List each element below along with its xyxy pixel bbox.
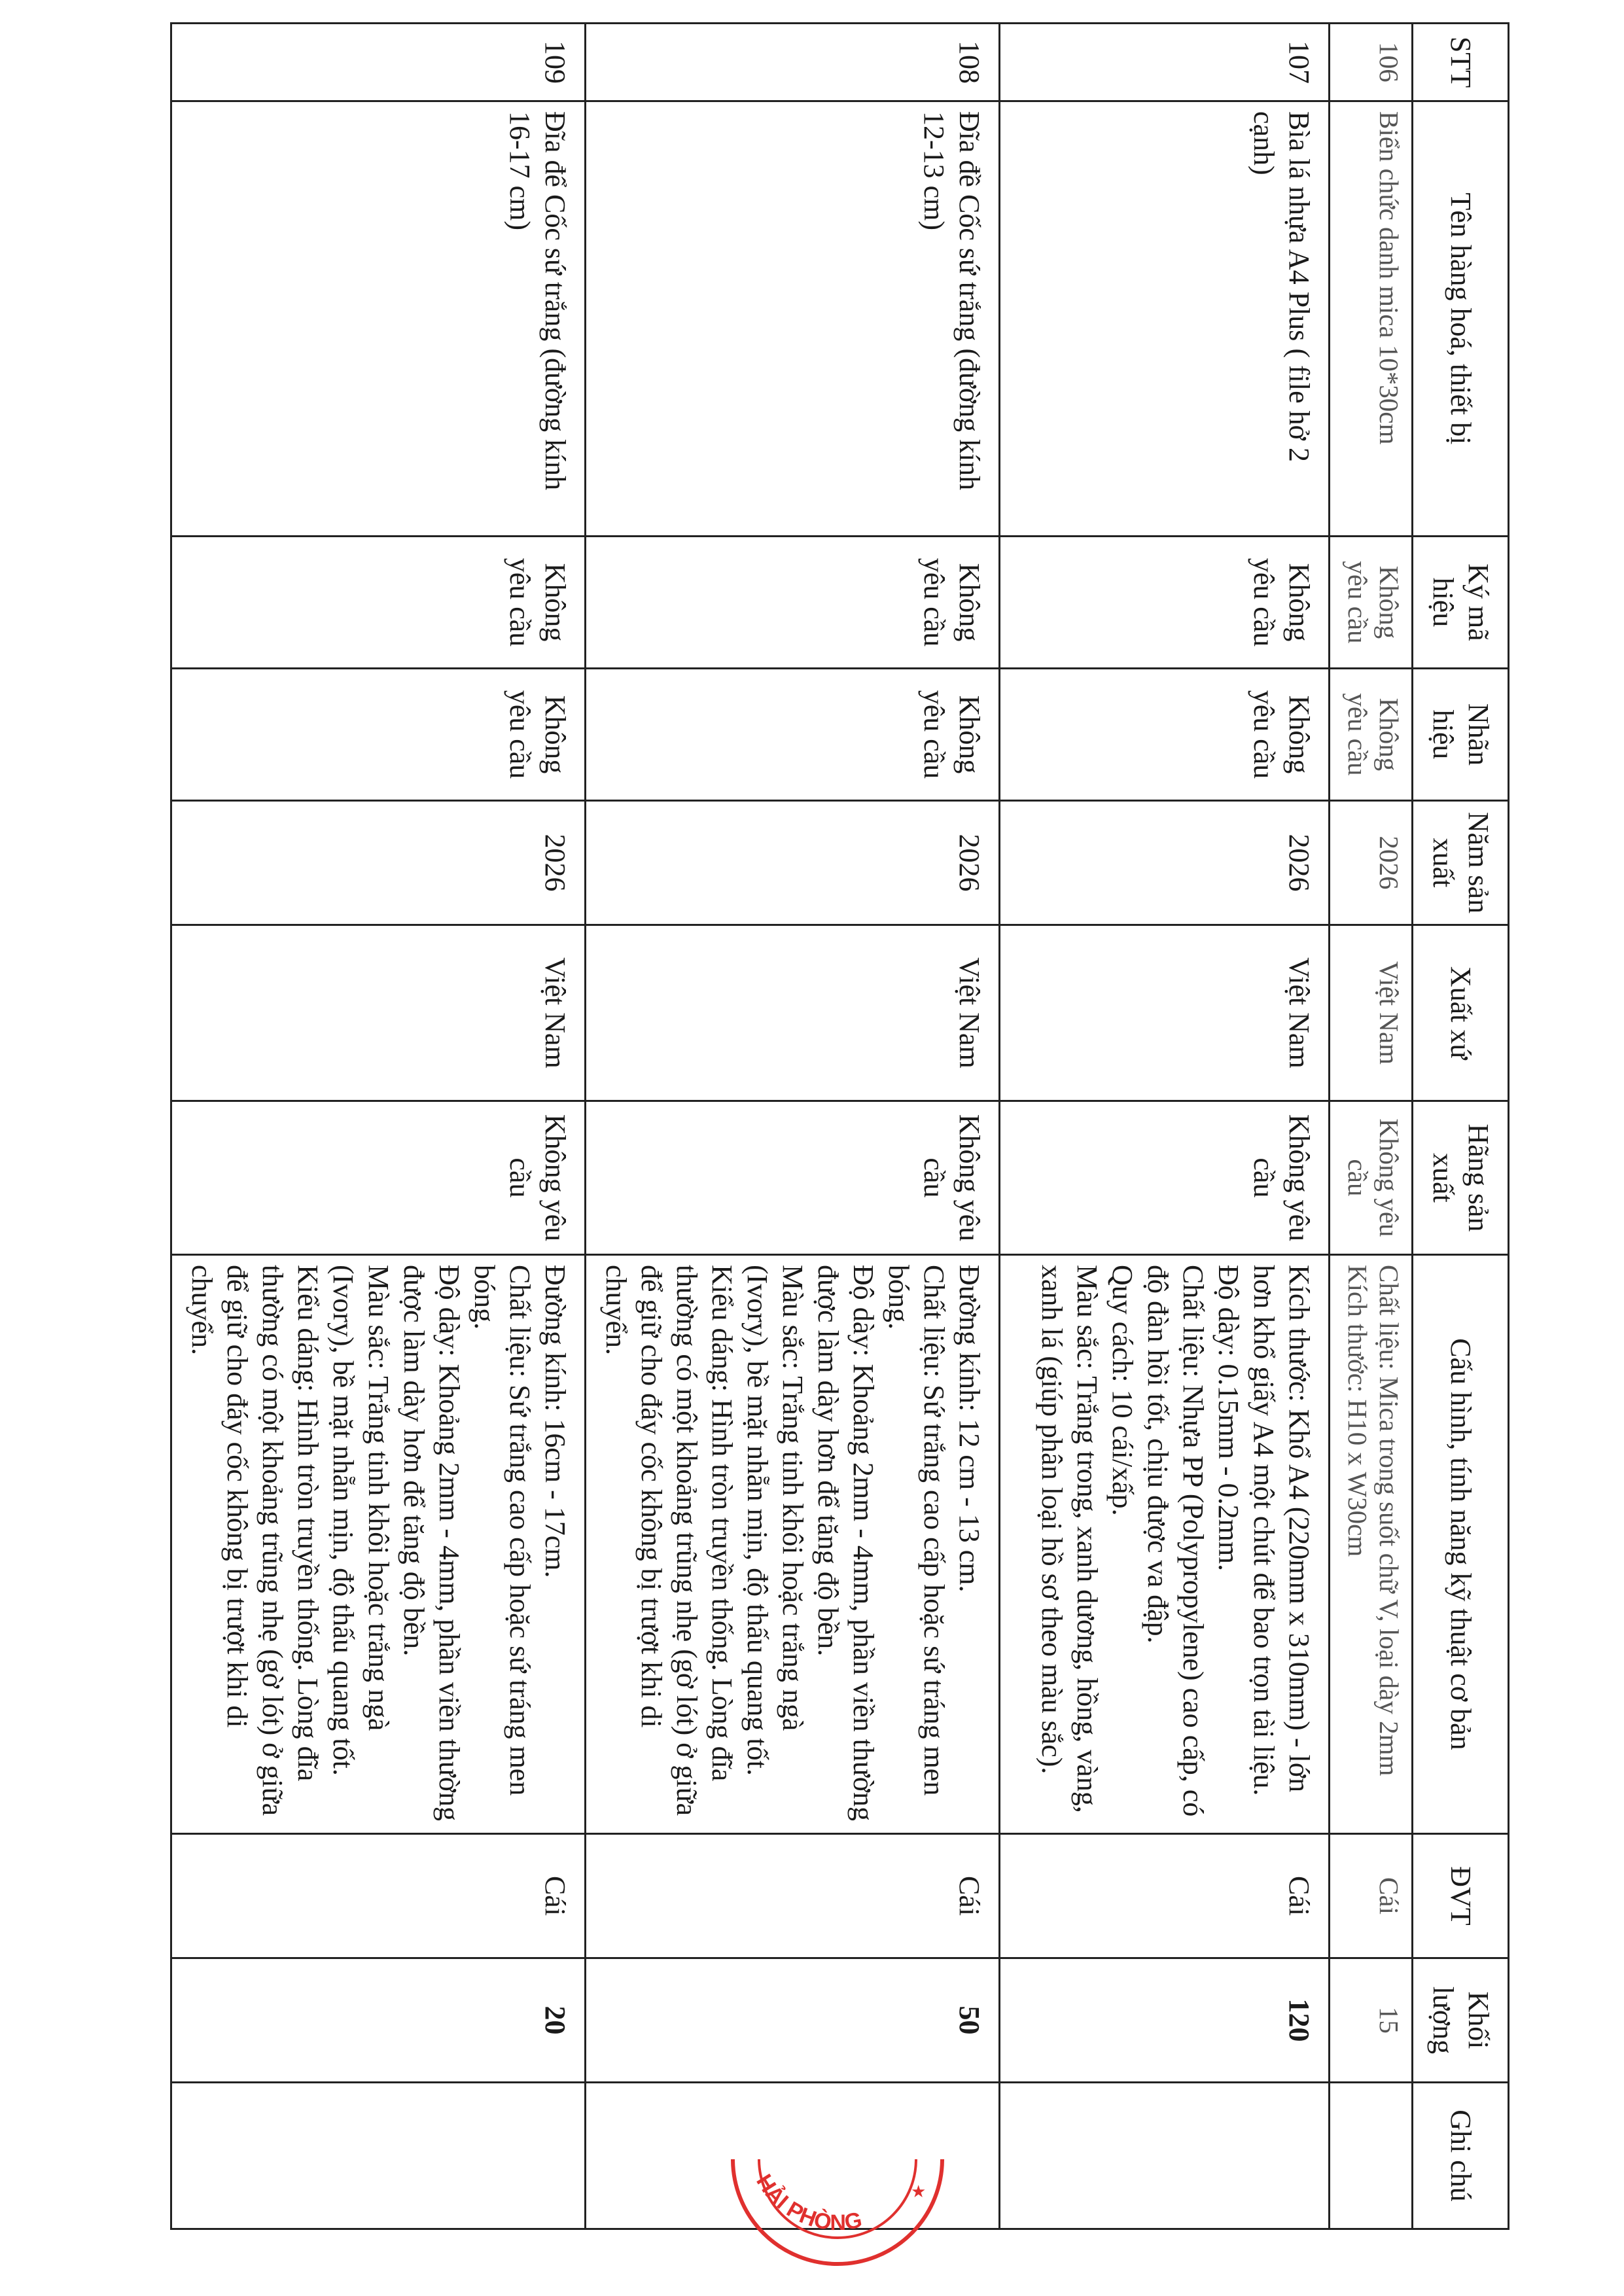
goods-table: STT Tên hàng hoá, thiết bị Ký mã hiệu Nh… [170,22,1509,2230]
table-row: 106 Biển chức danh mica 10*30cm Không yê… [1329,23,1413,2229]
cell-year: 2026 [585,800,1000,925]
header-maker: Hãng sản xuất [1412,1101,1509,1255]
cell-stt: 107 [999,23,1330,101]
cell-qty: 120 [999,1958,1330,2083]
cell-qty: 50 [585,1958,1000,2083]
cell-model: Không yêu cầu [999,536,1330,669]
cell-origin: Việt Nam [999,925,1330,1101]
cell-brand: Không yêu cầu [999,668,1330,801]
cell-stt: 106 [1329,23,1413,101]
header-brand: Nhãn hiệu [1412,668,1509,801]
header-name: Tên hàng hoá, thiết bị [1412,101,1509,537]
cell-maker: Không yêu cầu [1329,1101,1413,1255]
cell-stt: 108 [585,23,1000,101]
cell-spec: Đường kính: 12 cm - 13 cm. Chất liệu: Sứ… [585,1254,1000,1834]
header-row: STT Tên hàng hoá, thiết bị Ký mã hiệu Nh… [1412,23,1509,2229]
cell-maker: Không yêu cầu [171,1101,586,1255]
header-stt: STT [1412,23,1509,101]
cell-brand: Không yêu cầu [585,668,1000,801]
cell-note [171,2082,586,2229]
cell-brand: Không yêu cầu [1329,668,1413,801]
cell-name: Bìa lá nhựa A4 Plus ( file hở 2 cạnh) [999,101,1330,537]
cell-unit: Cái [1329,1833,1413,1958]
cell-name: Đĩa đề Cốc sứ trắng (đường kính 12-13 cm… [585,101,1000,537]
cell-brand: Không yêu cầu [171,668,586,801]
cell-unit: Cái [585,1833,1000,1958]
cell-note [999,2082,1330,2229]
cell-maker: Không yêu cầu [585,1101,1000,1255]
table-row: 108 Đĩa đề Cốc sứ trắng (đường kính 12-1… [585,23,1000,2229]
header-note: Ghi chú [1412,2082,1509,2229]
table-row: 107 Bìa lá nhựa A4 Plus ( file hở 2 cạnh… [999,23,1330,2229]
cell-model: Không yêu cầu [1329,536,1413,669]
cell-qty: 15 [1329,1958,1413,2083]
cell-year: 2026 [999,800,1330,925]
cell-maker: Không yêu cầu [999,1101,1330,1255]
stamp-text: HẢI PHÒNG [751,2170,864,2235]
cell-name: Đĩa để Cốc sứ trắng (đường kính 16-17 cm… [171,101,586,537]
header-model: Ký mã hiệu [1412,536,1509,669]
cell-year: 2026 [1329,800,1413,925]
cell-model: Không yêu cầu [585,536,1000,669]
cell-spec: Đường kính: 16cm - 17cm. Chất liệu: Sứ t… [171,1254,586,1834]
rotated-table-page: STT Tên hàng hoá, thiết bị Ký mã hiệu Nh… [171,22,1509,2229]
cell-stt: 109 [171,23,586,101]
cell-origin: Việt Nam [171,925,586,1101]
cell-origin: Việt Nam [585,925,1000,1101]
cell-name: Biển chức danh mica 10*30cm [1329,101,1413,537]
header-qty: Khối lượng [1412,1958,1509,2083]
cell-spec: Kích thước: Khổ A4 (220mm x 310mm) - lớn… [999,1254,1330,1834]
cell-unit: Cái [999,1833,1330,1958]
cell-unit: Cái [171,1833,586,1958]
header-origin: Xuất xứ [1412,925,1509,1101]
star-icon: ★ [911,2182,926,2202]
cell-spec: Chất liệu: Mica trong suốt chữ V, loại d… [1329,1254,1413,1834]
cell-model: Không yêu cầu [171,536,586,669]
header-unit: ĐVT [1412,1833,1509,1958]
red-seal-stamp: HẢI PHÒNG ★ [731,2159,944,2266]
cell-note [1329,2082,1413,2229]
table-row: 109 Đĩa để Cốc sứ trắng (đường kính 16-1… [171,23,586,2229]
cell-origin: Việt Nam [1329,925,1413,1101]
header-spec: Cấu hình, tính năng kỹ thuật cơ bản [1412,1254,1509,1834]
cell-qty: 20 [171,1958,586,2083]
header-year: Năm sản xuất [1412,800,1509,925]
cell-year: 2026 [171,800,586,925]
